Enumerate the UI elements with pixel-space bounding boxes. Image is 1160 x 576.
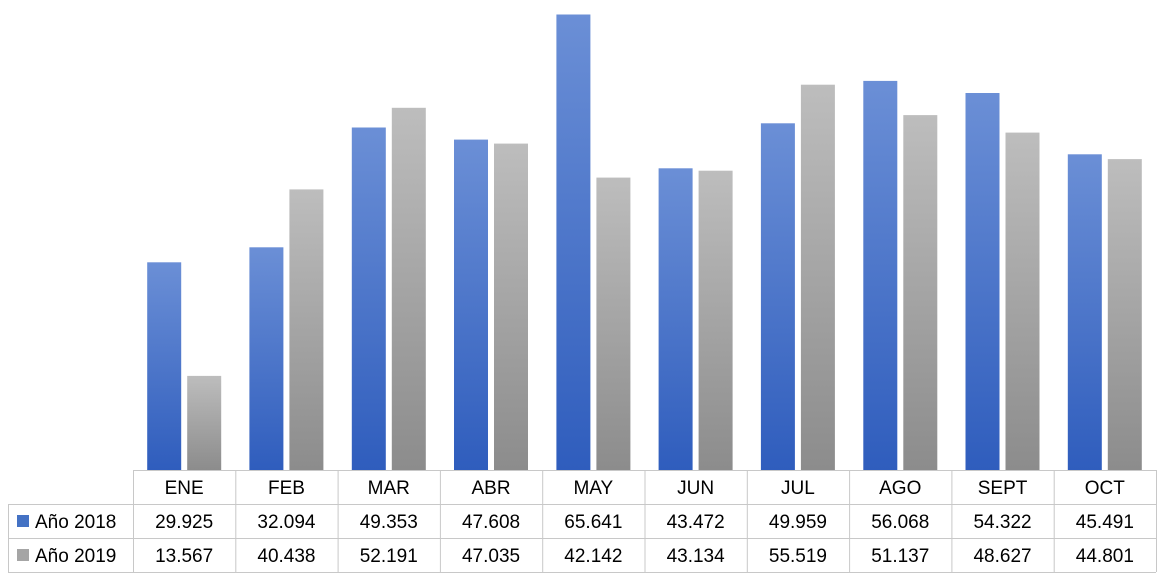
bar-series1-jul [760, 123, 795, 471]
category-label: FEB [268, 478, 305, 499]
bar-series1-ago [863, 80, 898, 471]
table-cell: 48.627 [973, 546, 1031, 567]
category-label: MAY [573, 478, 613, 499]
table-cell: 43.134 [667, 546, 726, 567]
bars-group [147, 14, 1142, 471]
legend-label: Año 2018 [35, 512, 116, 533]
bar-series2-ene [187, 375, 222, 470]
table-cell: 40.438 [257, 546, 315, 567]
bar-series2-may [596, 177, 631, 470]
table-cell: 49.353 [360, 512, 418, 533]
bar-series1-abr [454, 139, 488, 470]
bar-series1-jun [658, 168, 693, 471]
category-label: JUN [677, 478, 714, 499]
data-table: ENE FEB MAR ABR MAY JUN JUL AGO SEPT OCT Año 2018 2… [8, 470, 1157, 573]
table-cell: 13.567 [155, 546, 213, 567]
bar-series2-mar [391, 107, 426, 471]
bar-series2-abr [494, 143, 528, 470]
bar-series2-sept [1005, 132, 1040, 470]
bar-series1-mar [351, 127, 386, 470]
table-cell: 51.137 [871, 546, 929, 567]
table-cell: 56.068 [871, 512, 929, 533]
bar-series1-ene [147, 262, 182, 470]
table-cell: 44.801 [1076, 546, 1134, 567]
table-cell: 43.472 [667, 512, 725, 533]
category-label: ENE [165, 478, 204, 499]
category-label: AGO [879, 478, 921, 499]
table-cell: 32.094 [257, 512, 316, 533]
bar-series1-oct [1067, 154, 1102, 471]
bar-series2-jul [800, 84, 835, 470]
table-cell: 42.142 [564, 546, 622, 567]
table-cell: 54.322 [973, 512, 1031, 533]
bar-series2-feb [289, 189, 324, 470]
legend-label: Año 2019 [35, 546, 116, 567]
table-cell: 49.959 [769, 512, 827, 533]
category-label: ABR [472, 478, 511, 499]
bar-series1-feb [249, 247, 284, 470]
legend-key-series2 [17, 549, 29, 561]
category-label: MAR [368, 478, 410, 499]
bar-series1-sept [965, 93, 1000, 470]
category-label: SEPT [978, 478, 1028, 499]
legend-key-series1 [17, 515, 29, 527]
bar-series2-oct [1107, 159, 1142, 470]
table-cell: 55.519 [769, 546, 827, 567]
table-cell: 47.608 [462, 512, 520, 533]
category-label: JUL [781, 478, 815, 499]
table-cell: 45.491 [1076, 512, 1134, 533]
bar-series1-may [556, 14, 591, 470]
category-label: OCT [1085, 478, 1126, 499]
table-cell: 47.035 [462, 546, 520, 567]
bar-series2-jun [698, 170, 733, 470]
bar-series2-ago [903, 115, 938, 470]
table-cell: 29.925 [155, 512, 213, 533]
table-cell: 52.191 [360, 546, 418, 567]
table-cell: 65.641 [564, 512, 622, 533]
